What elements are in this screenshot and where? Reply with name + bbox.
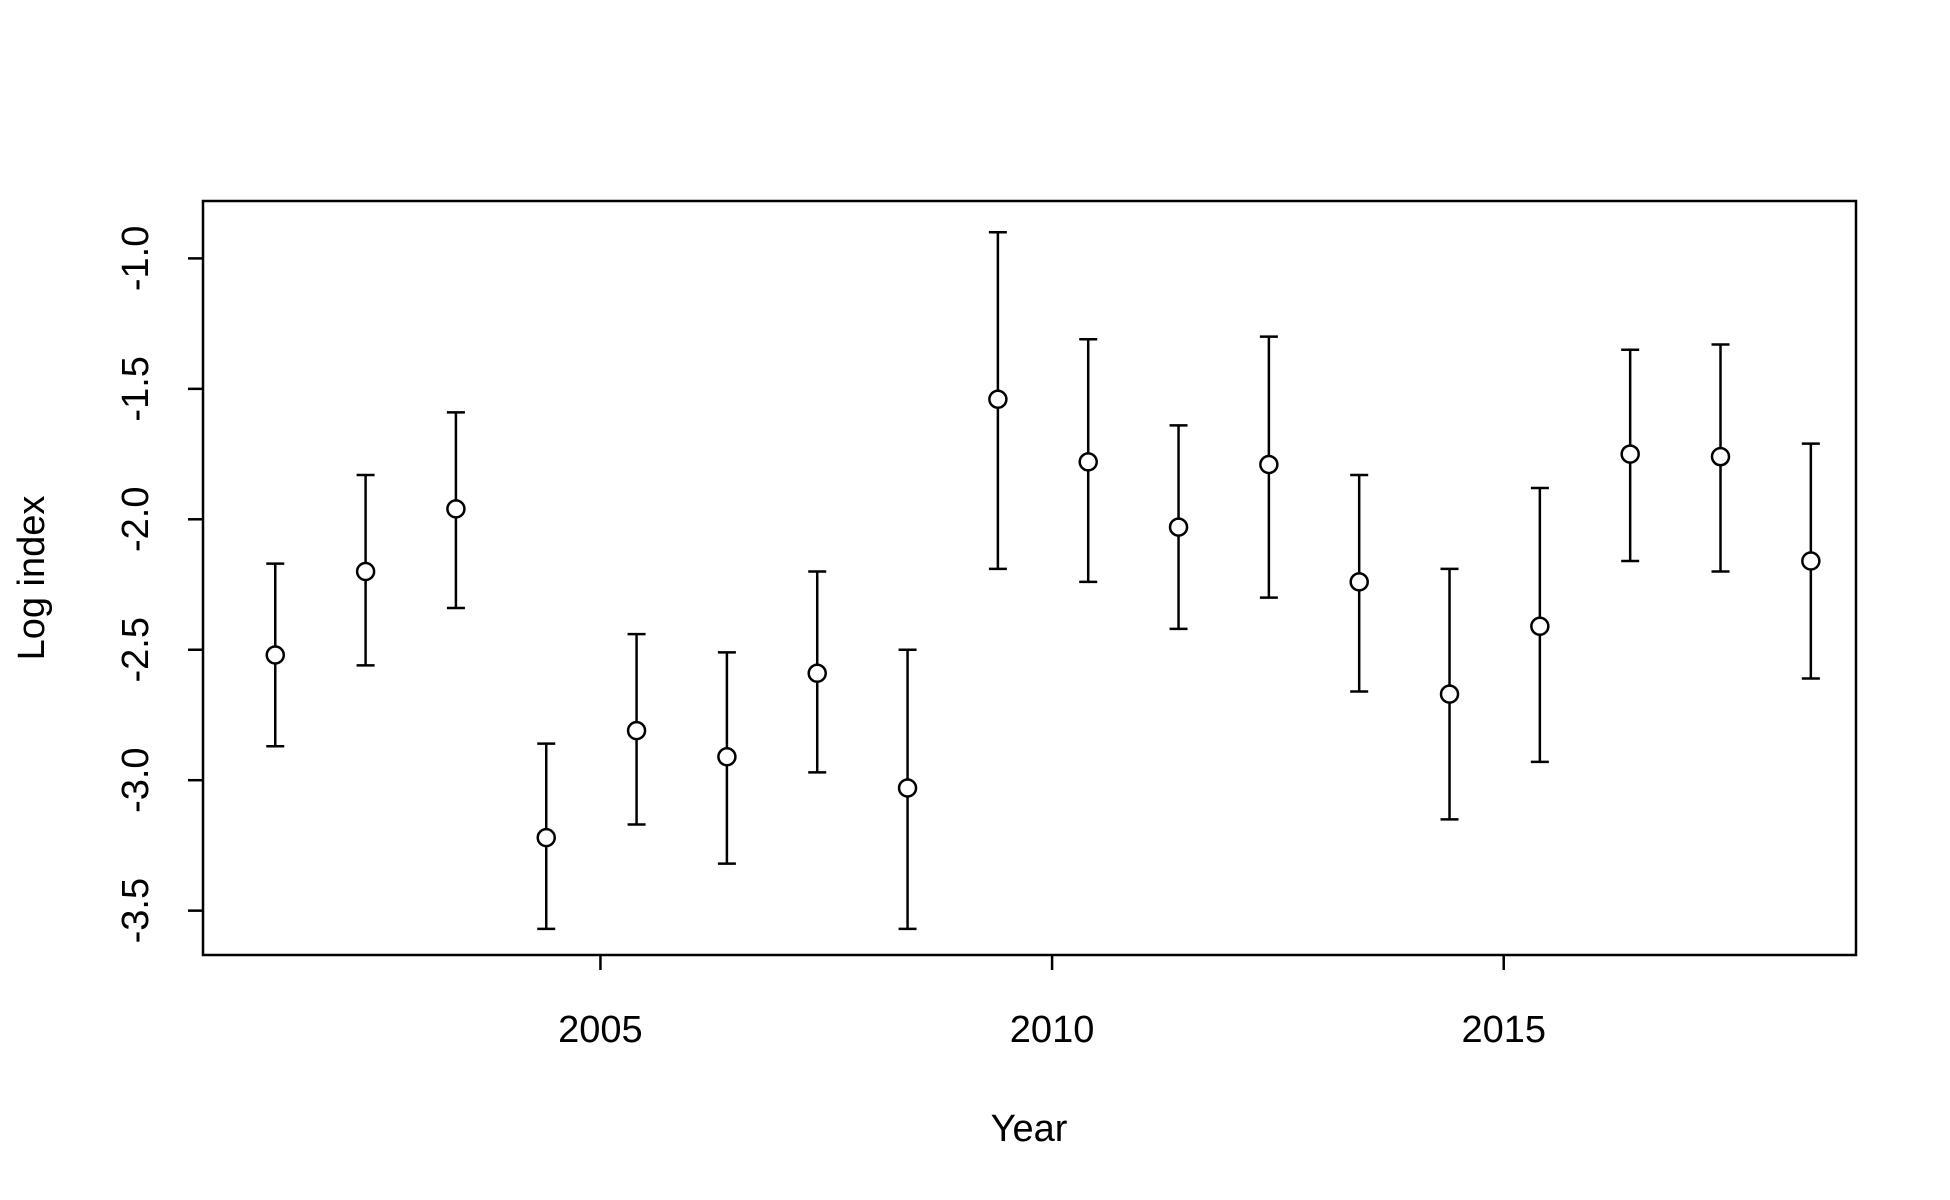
data-point [1620,444,1640,464]
y-tick-label: -3.0 [115,747,157,812]
data-point [1439,684,1460,704]
x-tick-label: 2005 [558,1009,643,1051]
data-point [1168,517,1189,537]
y-tick-label: -2.5 [115,617,157,682]
data-point [355,561,376,582]
y-tick-label: -3.5 [115,878,157,943]
data-point [1801,551,1821,571]
data-point [1349,572,1369,592]
plot-frame [201,199,1858,957]
data-point [446,499,466,519]
y-tick-label: -2.0 [115,487,157,552]
data-point [536,827,556,848]
x-axis: 2005 2010 2015 [558,955,1546,1051]
data-marks [265,231,1821,931]
y-tick-label: -1.5 [115,356,157,421]
data-point [807,663,827,683]
data-point [1078,452,1098,472]
x-tick-label: 2015 [1461,1009,1546,1051]
y-tick-label: -1.0 [115,226,157,291]
data-point [717,746,737,767]
data-point [897,778,918,798]
data-point [988,389,1008,410]
y-axis: -3.5 -3.0 -2.5 -2.0 -1.5 -1.0 [115,226,203,943]
data-point [1710,446,1731,467]
data-point [1530,616,1550,637]
data-point [1259,454,1279,475]
data-point [265,645,286,665]
y-axis-label: Log index [11,496,53,661]
x-axis-label: Year [991,1108,1068,1150]
data-point [626,720,647,741]
x-tick-label: 2010 [1010,1009,1095,1051]
